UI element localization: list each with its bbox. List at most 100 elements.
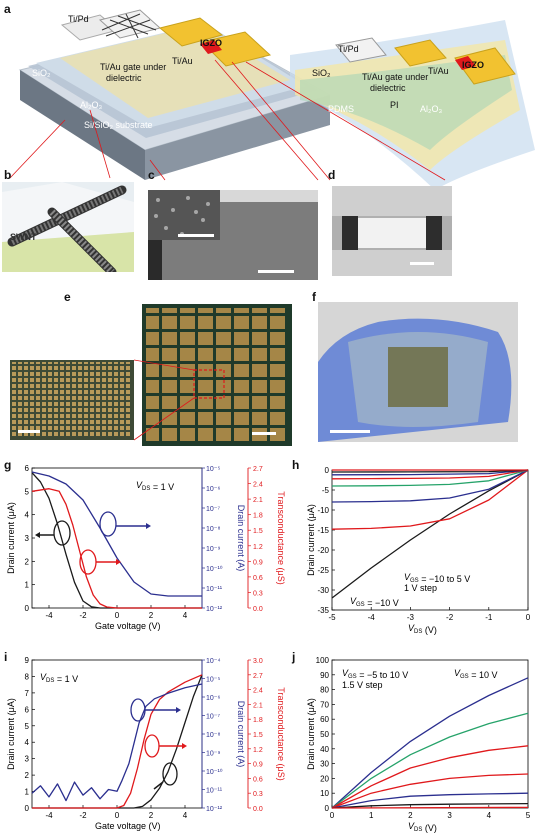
j-ytick-label: 90 [320,671,329,680]
a-flex-pi-label: PI [390,100,399,110]
j-series-1-green [331,712,529,809]
g-ytick-label: 2 [25,557,30,566]
j-ytick-label: 0 [325,804,330,813]
g-r1-tick-label: 10⁻¹⁰ [206,565,223,573]
g-series-2-blue [31,471,202,597]
j-xtick-label: 2 [408,811,413,820]
panel-label-h: h [292,458,300,472]
g-r2-tick-label: 0.0 [253,606,263,613]
g-blue-arrowhead [146,523,151,529]
a-rigid-sio2-label: SiO₂ [32,68,51,78]
h-ytick-label: -35 [317,606,329,615]
h-xtick-label: 0 [526,613,531,622]
g-r1-tick-label: 10⁻⁵ [206,466,220,473]
h-series-0-black [331,469,529,599]
i-r2-tick-label: 1.5 [253,732,263,739]
i-r1-tick-label: 10⁻⁷ [206,714,220,721]
i-ylabel-right2: Transconductance (μS) [276,687,286,780]
a-flex-gate-label: Ti/Au gate under [362,72,429,82]
h-series-5-blue [331,469,529,476]
panel-label-i: i [4,650,8,664]
panel-label-e: e [64,290,71,304]
panel-a-device-schematic [9,9,535,190]
j-ytick-label: 60 [320,715,329,724]
a-flex-igzo-label: IGZO [462,60,484,70]
i-r2-tick-label: 2.1 [253,702,263,709]
i-xlabel: Gate voltage (V) [95,821,161,831]
g-r2-tick-label: 0.6 [253,575,263,582]
a-rigid-tiau-label: Ti/Au [172,56,193,66]
i-r1-tick-label: 10⁻⁹ [206,751,220,758]
j-series-2-red [331,745,529,809]
g-r1-tick-label: 10⁻⁶ [206,486,220,493]
g-ylabel: Drain current (μA) [6,502,16,574]
g-r2-tick-label: 2.4 [253,482,263,489]
g-ytick-label: 3 [25,534,30,543]
a-flex-sio2-label: SiO₂ [312,68,331,78]
a-flex-pdms-label: PDMS [328,104,355,114]
g-r2-tick-label: 2.7 [253,466,263,473]
h-annotation-1: VGS = −10 to 5 V [404,572,470,584]
g-r1-tick-label: 10⁻¹² [206,606,223,613]
i-r1-tick-label: 10⁻⁶ [206,695,220,702]
i-r2-tick-label: 0.6 [253,776,263,783]
g-blue-marker [99,511,117,537]
h-series-1-red [331,469,529,530]
i-red-arrowhead [182,743,187,749]
h-ytick-label: -30 [317,586,329,595]
i-blue-arrowhead [176,707,181,713]
g-r2-tick-label: 2.1 [253,497,263,504]
i-r2-tick-label: 3.0 [253,658,263,665]
j-ylabel: Drain current (μA) [306,698,316,770]
h-xtick-label: -4 [368,613,376,622]
i-ytick-label: 3 [25,755,30,764]
g-xtick-label: -2 [79,611,87,620]
g-black-marker [53,520,71,546]
i-r2-tick-label: 1.8 [253,717,263,724]
j-xtick-label: 3 [447,811,452,820]
i-r2-tick-label: 2.7 [253,673,263,680]
i-annotation: VDS = 1 V [40,672,78,684]
i-r2-tick-label: 1.2 [253,747,263,754]
h-ylabel: Drain current (μA) [306,504,316,576]
panel-label-c: c [148,168,155,182]
panel-d-channel-image [332,186,452,276]
chart-g: -4 -2 0 2 4 0 1 2 3 4 5 6 Gate voltage (V) Drain curr… [6,464,286,631]
h-xtick-label: -3 [407,613,415,622]
a-rigid-igzo-label: IGZO [200,38,222,48]
g-ylabel-right1: Drain current (A) [236,505,246,572]
panel-label-f: f [312,290,316,304]
a-flex-tipd-label: Ti/Pd [338,44,359,54]
h-ytick-label: 0 [325,466,330,475]
g-red-arrowhead [116,559,121,565]
a-substrate-label: Si/SiO₂ substrate [84,120,153,130]
j-series-3-red [331,773,529,809]
h-curve-label: VGS = −10 V [350,596,399,608]
j-series-0-blue [331,677,529,809]
i-ytick-label: 2 [25,771,30,780]
i-r2-tick-label: 0.0 [253,806,263,813]
j-ytick-label: 30 [320,760,329,769]
chart-i: -4 -2 0 2 4 0 1 2 3 4 5 6 7 8 9 Gate voltage (V) Drain c… [6,656,286,831]
a-rigid-gate-label: Ti/Au gate under [100,62,167,72]
h-ytick-label: -20 [317,546,329,555]
a-flex-gate-label2: dielectric [370,83,406,93]
i-ytick-label: 9 [25,656,30,665]
h-ytick-label: -5 [322,486,330,495]
a-flex-al2o3-label: Al₂O₃ [420,104,443,114]
i-series-2-blue [31,683,203,802]
g-xlabel: Gate voltage (V) [95,621,161,631]
h-annotation-2: 1 V step [404,583,437,593]
h-xtick-label: -5 [328,613,336,622]
j-ytick-label: 40 [320,745,329,754]
j-series-4-blue [331,792,529,809]
h-xlabel: VDS (V) [408,623,437,635]
g-r1-tick-label: 10⁻⁷ [206,506,220,513]
g-xtick-label: 4 [183,611,188,620]
g-annotation: VDS = 1 V [136,480,174,492]
g-r1-tick-label: 10⁻⁸ [206,526,220,533]
j-xtick-label: 5 [526,811,531,820]
i-ytick-label: 6 [25,705,30,714]
i-r1-tick-label: 10⁻¹¹ [206,788,223,795]
